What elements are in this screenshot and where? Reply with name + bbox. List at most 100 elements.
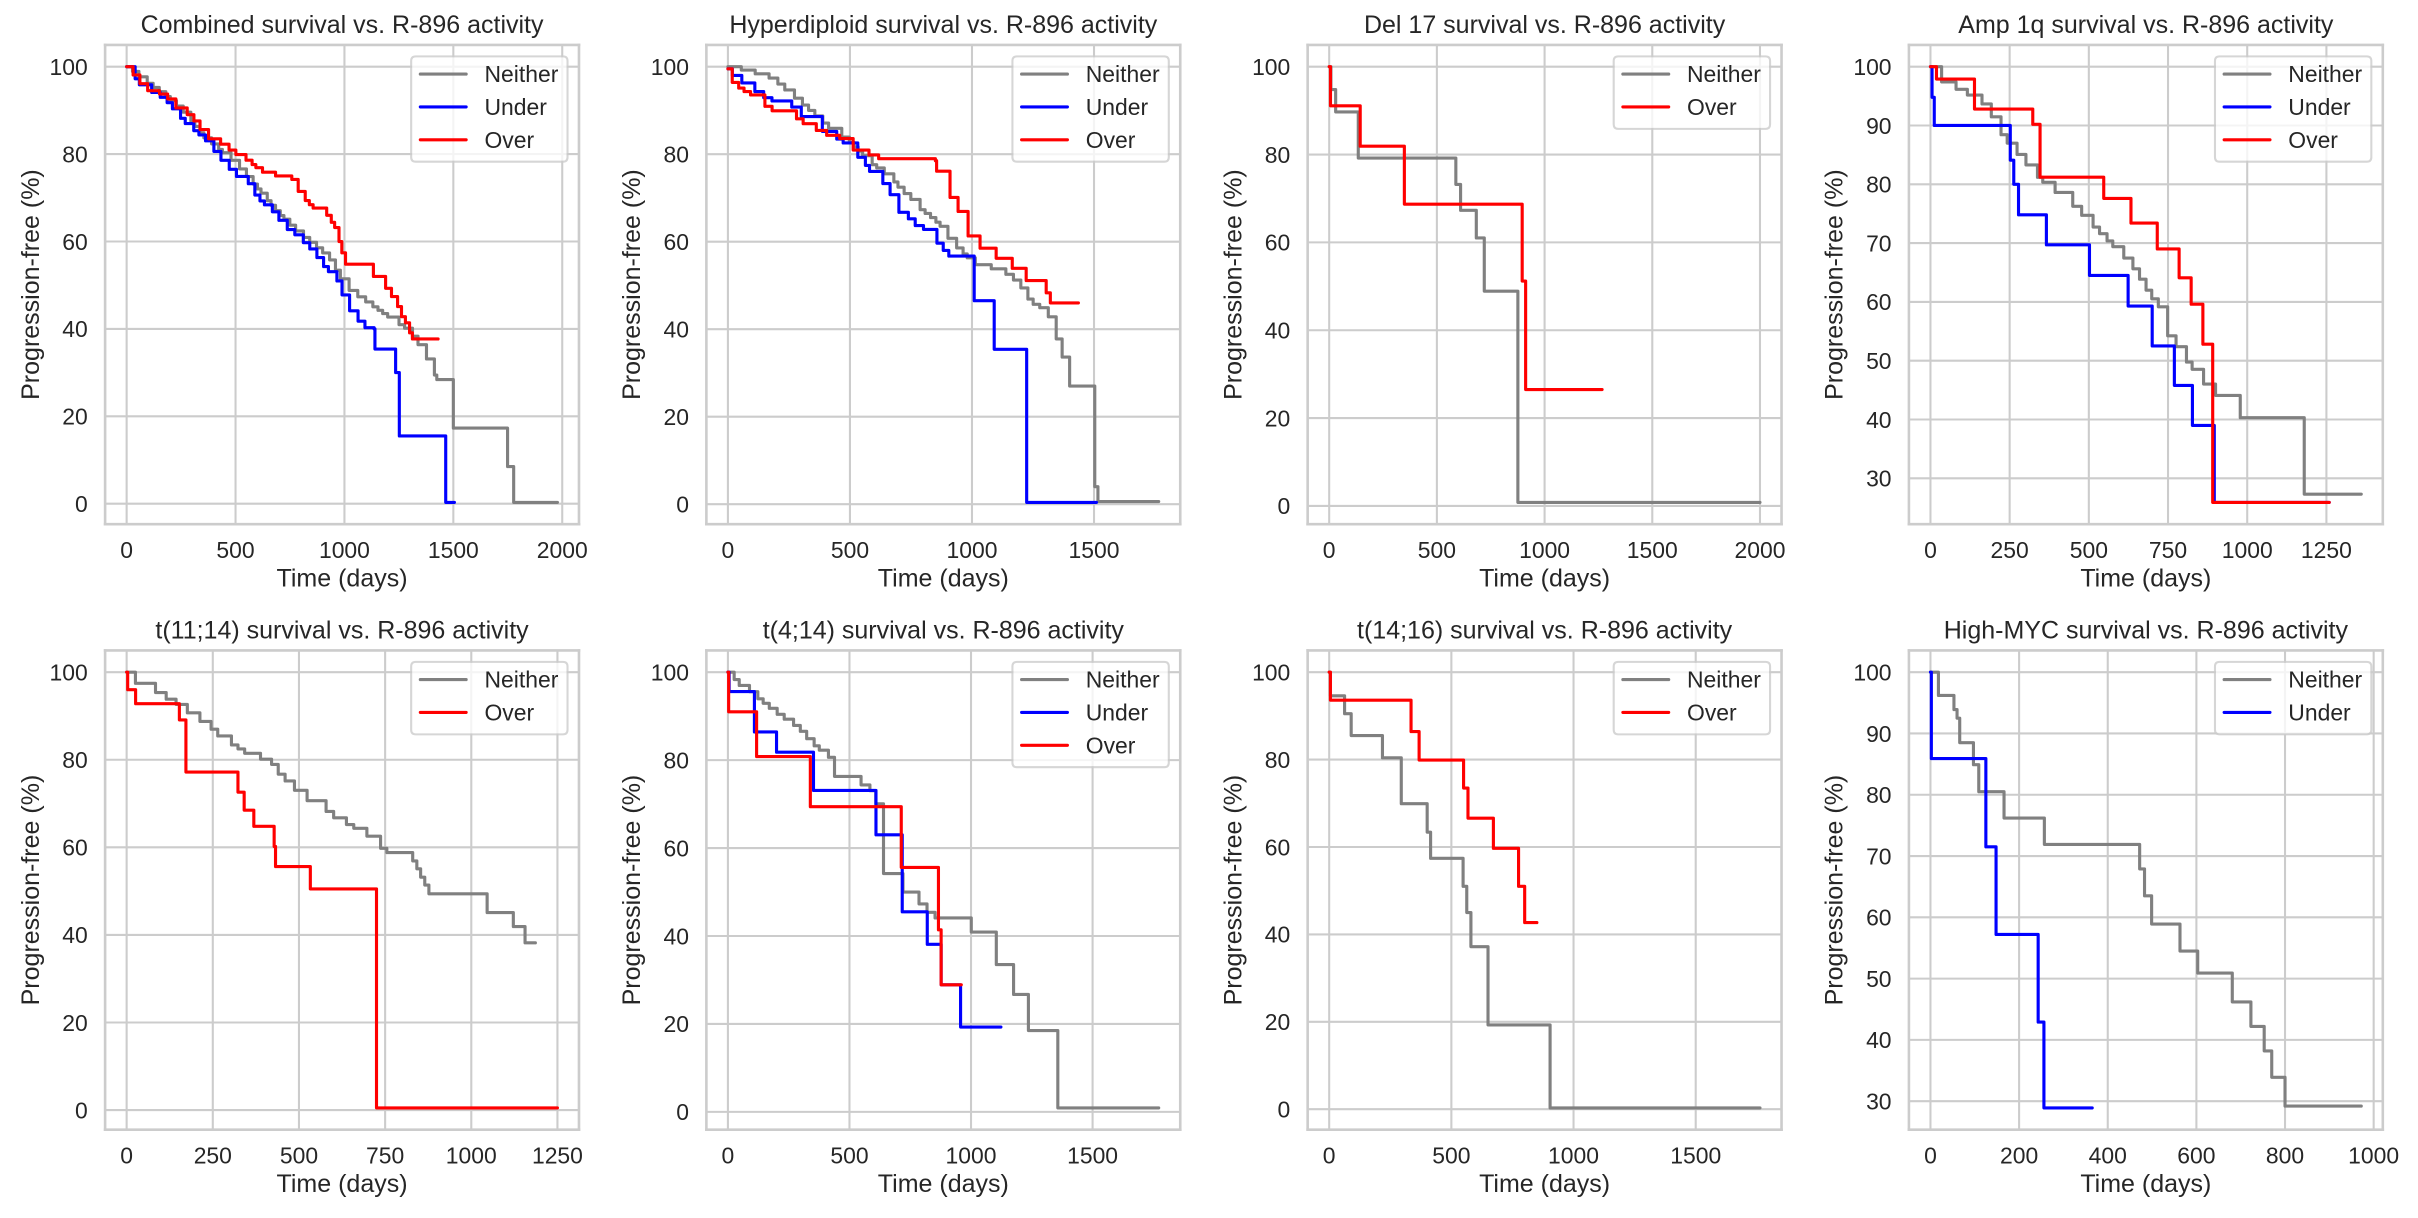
svg-text:80: 80 [664,747,689,773]
svg-text:100: 100 [651,54,689,80]
svg-text:20: 20 [664,404,689,430]
svg-text:1500: 1500 [1067,1143,1118,1169]
svg-text:1250: 1250 [2301,537,2352,563]
svg-text:0: 0 [1278,1097,1291,1123]
svg-text:Time (days): Time (days) [277,565,408,593]
svg-text:0: 0 [1323,1143,1336,1169]
svg-text:0: 0 [120,537,133,563]
svg-text:0: 0 [676,491,689,517]
svg-text:Progression-free (%): Progression-free (%) [618,169,646,400]
svg-text:1500: 1500 [1627,537,1678,563]
svg-text:40: 40 [1265,318,1290,344]
svg-text:60: 60 [62,229,87,255]
svg-text:60: 60 [1265,834,1290,860]
svg-text:40: 40 [62,922,87,948]
svg-text:1250: 1250 [532,1143,583,1169]
svg-text:20: 20 [1265,1009,1290,1035]
svg-text:Progression-free (%): Progression-free (%) [17,169,45,400]
svg-text:500: 500 [831,537,869,563]
svg-text:40: 40 [664,316,689,342]
svg-text:Time (days): Time (days) [878,565,1009,593]
svg-text:100: 100 [1252,659,1290,685]
svg-text:2000: 2000 [1735,537,1786,563]
svg-text:t(11;14) survival vs. R-896 ac: t(11;14) survival vs. R-896 activity [155,616,529,644]
svg-text:100: 100 [1853,54,1891,80]
svg-text:40: 40 [1866,407,1891,433]
svg-text:400: 400 [2089,1143,2127,1169]
svg-text:20: 20 [62,404,87,430]
svg-text:t(4;14) survival vs. R-896 act: t(4;14) survival vs. R-896 activity [763,616,1125,644]
svg-text:0: 0 [75,491,88,517]
svg-text:Time (days): Time (days) [1479,1170,1610,1198]
svg-text:60: 60 [664,229,689,255]
svg-text:20: 20 [62,1010,87,1036]
svg-text:Time (days): Time (days) [2080,1170,2211,1198]
svg-text:250: 250 [194,1143,232,1169]
svg-text:Over: Over [1086,127,1136,153]
svg-text:Under: Under [1086,94,1149,120]
svg-text:1000: 1000 [446,1143,497,1169]
svg-text:Neither: Neither [1687,667,1761,693]
svg-text:40: 40 [62,316,87,342]
svg-text:500: 500 [216,537,254,563]
svg-text:90: 90 [1866,113,1891,139]
svg-text:0: 0 [1924,537,1937,563]
svg-text:Under: Under [2288,699,2351,725]
svg-text:Time (days): Time (days) [878,1170,1009,1198]
svg-text:Combined survival vs. R-896 ac: Combined survival vs. R-896 activity [141,11,544,39]
svg-text:40: 40 [1866,1027,1891,1053]
svg-text:100: 100 [50,54,88,80]
svg-text:20: 20 [664,1011,689,1037]
svg-text:60: 60 [1866,905,1891,931]
svg-text:Neither: Neither [484,667,558,693]
svg-text:750: 750 [366,1143,404,1169]
svg-text:Del 17 survival vs. R-896 acti: Del 17 survival vs. R-896 activity [1364,11,1726,39]
svg-text:Time (days): Time (days) [2080,565,2211,593]
svg-text:100: 100 [651,659,689,685]
svg-text:500: 500 [830,1143,868,1169]
svg-text:Neither: Neither [484,61,558,87]
svg-text:80: 80 [62,141,87,167]
svg-text:High-MYC survival vs. R-896 ac: High-MYC survival vs. R-896 activity [1944,616,2349,644]
svg-text:100: 100 [1853,659,1891,685]
svg-text:Neither: Neither [2288,667,2362,693]
svg-text:500: 500 [2070,537,2108,563]
svg-text:80: 80 [1265,142,1290,168]
svg-text:Under: Under [1086,699,1149,725]
svg-text:Over: Over [484,127,534,153]
svg-text:1500: 1500 [428,537,479,563]
svg-text:80: 80 [1866,172,1891,198]
svg-text:60: 60 [664,835,689,861]
svg-text:500: 500 [1418,537,1456,563]
svg-text:Over: Over [1687,94,1737,120]
svg-text:Under: Under [484,94,547,120]
svg-text:Amp 1q survival vs. R-896 acti: Amp 1q survival vs. R-896 activity [1958,11,2334,39]
svg-text:40: 40 [1265,922,1290,948]
svg-text:600: 600 [2177,1143,2215,1169]
svg-text:1000: 1000 [319,537,370,563]
svg-text:90: 90 [1866,721,1891,747]
svg-text:200: 200 [2000,1143,2038,1169]
svg-text:80: 80 [1265,747,1290,773]
svg-text:Neither: Neither [1687,61,1761,87]
svg-text:Over: Over [1086,732,1136,758]
svg-text:800: 800 [2266,1143,2304,1169]
svg-text:Progression-free (%): Progression-free (%) [17,775,45,1006]
svg-text:50: 50 [1866,966,1891,992]
svg-text:0: 0 [722,537,735,563]
svg-text:0: 0 [1323,537,1336,563]
svg-text:0: 0 [75,1097,88,1123]
svg-text:1000: 1000 [947,537,998,563]
svg-text:500: 500 [1432,1143,1470,1169]
svg-text:250: 250 [1991,537,2029,563]
svg-text:Progression-free (%): Progression-free (%) [1219,775,1247,1006]
svg-text:50: 50 [1866,348,1891,374]
svg-text:80: 80 [1866,782,1891,808]
svg-text:Time (days): Time (days) [277,1170,408,1198]
svg-text:80: 80 [664,141,689,167]
svg-text:1000: 1000 [2348,1143,2399,1169]
svg-text:80: 80 [62,747,87,773]
svg-text:Over: Over [2288,127,2338,153]
svg-text:Neither: Neither [1086,667,1160,693]
svg-text:1000: 1000 [2222,537,2273,563]
